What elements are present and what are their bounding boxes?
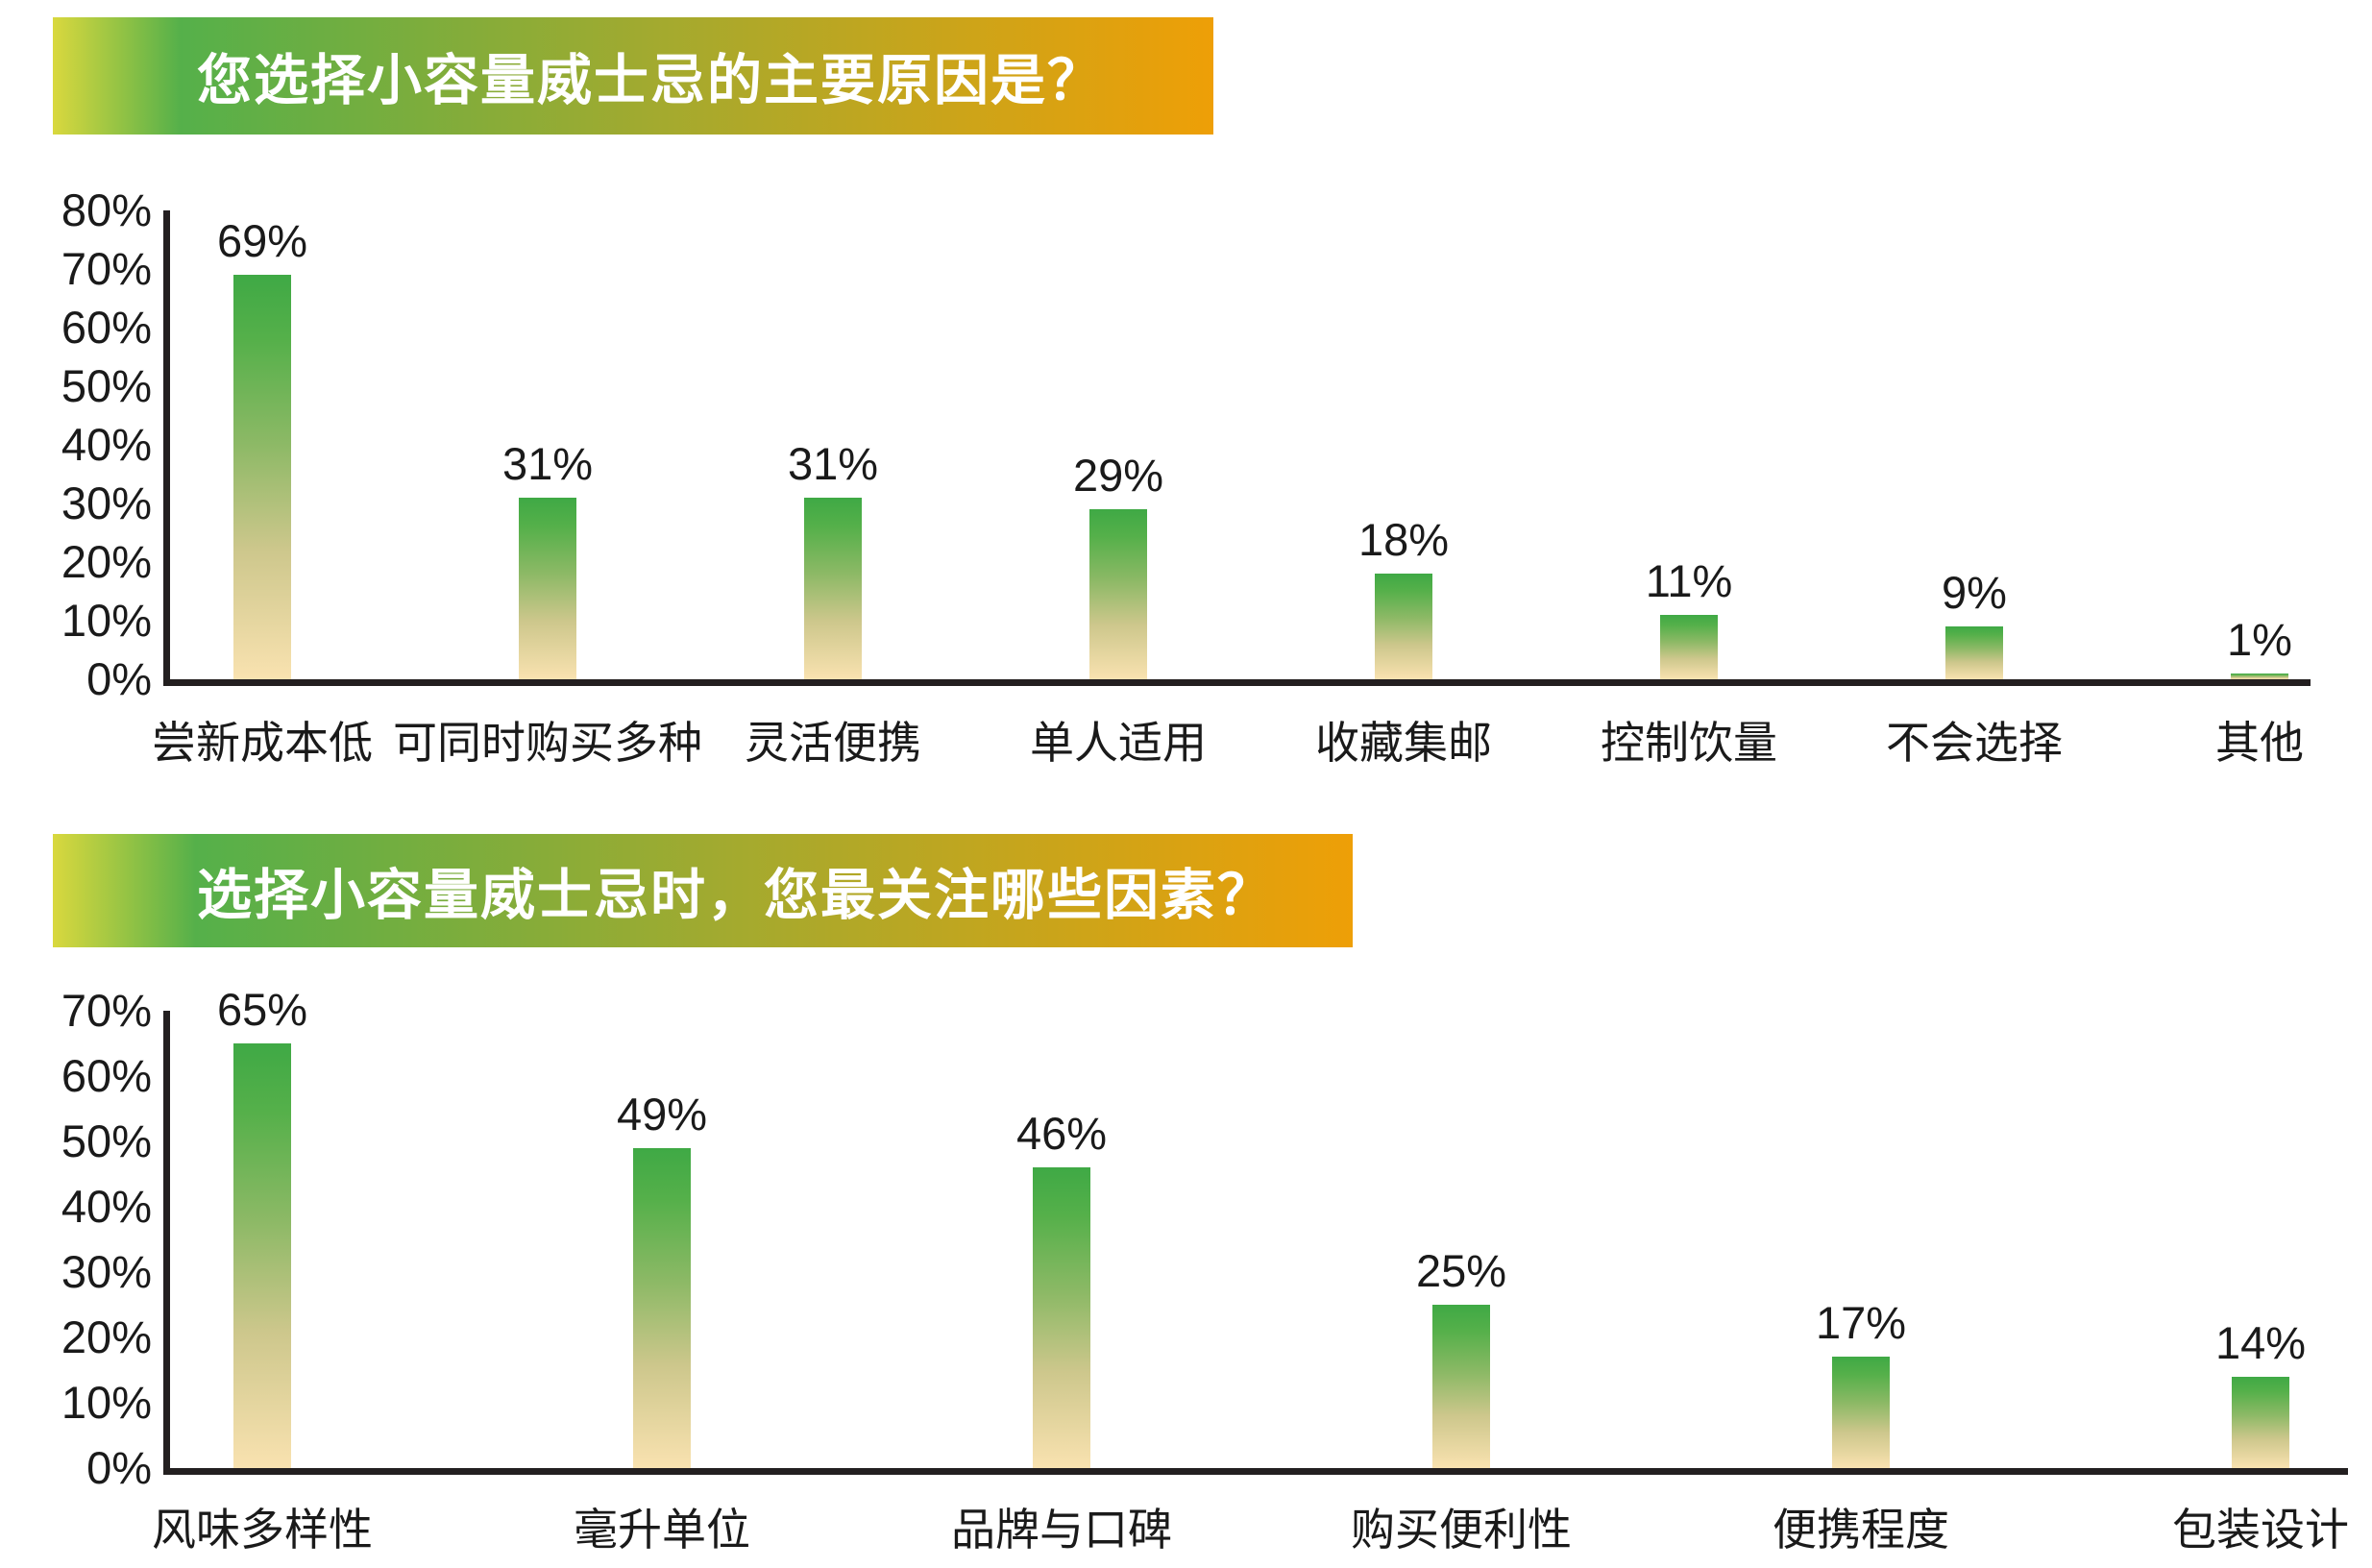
category-label: 不会选择: [1886, 718, 2063, 768]
bar: [1375, 574, 1432, 679]
bar: [2231, 674, 2288, 679]
y-tick-label: 30%: [61, 1246, 152, 1297]
bar: [2232, 1377, 2289, 1468]
bar-value-label: 65%: [216, 984, 308, 1035]
bar-value-label: 69%: [216, 215, 308, 266]
bar-value-label: 29%: [1072, 450, 1164, 501]
category-label: 其他: [2215, 718, 2304, 768]
y-tick-label: 50%: [61, 360, 152, 411]
y-tick-label: 60%: [61, 302, 152, 353]
bar-value-label: 9%: [1942, 567, 2007, 618]
y-tick-label: 70%: [61, 985, 152, 1036]
chart-2-title-banner: 选择小容量威士忌时，您最关注哪些因素？: [53, 834, 1353, 947]
bar-value-label: 49%: [616, 1089, 708, 1139]
chart-1-title: 您选择小容量威士忌的主要原因是？: [197, 50, 1104, 111]
bar-value-label: 14%: [2214, 1317, 2307, 1368]
category-label: 收藏集邮: [1315, 718, 1492, 768]
chart-1-y-axis: 80% 70% 60% 50% 40% 30% 20% 10% 0%: [0, 187, 152, 702]
chart-2-y-axis: 70% 60% 50% 40% 30% 20% 10% 0%: [0, 988, 152, 1491]
y-tick-label: 50%: [61, 1115, 152, 1166]
bar-value-label: 18%: [1357, 514, 1450, 565]
category-label: 品牌与口碑: [951, 1505, 1172, 1555]
category-label: 灵活便携: [745, 718, 921, 768]
bar-value-label: 31%: [787, 438, 879, 489]
category-label: 便携程度: [1773, 1505, 1949, 1555]
chart-1-title-banner: 您选择小容量威士忌的主要原因是？: [53, 17, 1213, 135]
y-tick-label: 40%: [61, 419, 152, 470]
bar: [633, 1148, 691, 1468]
bar: [1945, 626, 2003, 679]
bar: [804, 498, 862, 679]
bar: [1432, 1305, 1490, 1468]
bar: [1660, 615, 1718, 679]
category-label: 购买便利性: [1351, 1505, 1572, 1555]
y-tick-label: 60%: [61, 1050, 152, 1101]
category-label: 风味多样性: [152, 1505, 373, 1555]
bar: [1832, 1357, 1890, 1468]
y-tick-label: 80%: [61, 184, 152, 235]
bar: [1033, 1167, 1090, 1468]
bar: [1089, 509, 1147, 679]
bar-value-label: 46%: [1015, 1108, 1108, 1159]
category-label: 包装设计: [2172, 1505, 2349, 1555]
chart-1-plot-area: 69% 尝新成本低 31% 可同时购买多种 31% 灵活便携 29% 单人适用 18% 收藏集邮 1…: [152, 210, 2311, 768]
y-tick-label: 40%: [61, 1181, 152, 1232]
y-tick-label: 20%: [61, 1311, 152, 1362]
category-label: 单人适用: [1030, 718, 1207, 768]
y-tick-label: 70%: [61, 243, 152, 294]
bar: [233, 1043, 291, 1468]
bar-value-label: 1%: [2227, 614, 2292, 665]
y-tick-label: 20%: [61, 536, 152, 587]
category-label: 尝新成本低: [152, 718, 373, 768]
bar: [519, 498, 576, 679]
category-label: 控制饮量: [1601, 718, 1777, 768]
category-label: 毫升单位: [574, 1505, 750, 1555]
category-label: 可同时购买多种: [393, 718, 702, 768]
y-tick-label: 0%: [86, 653, 152, 704]
chart-2-plot-area: 65% 风味多样性 49% 毫升单位 46% 品牌与口碑 25% 购买便利性 17% 便携程度 14…: [152, 984, 2349, 1555]
y-tick-label: 10%: [61, 1377, 152, 1428]
chart-2-title: 选择小容量威士忌时，您最关注哪些因素？: [197, 865, 1274, 926]
y-tick-label: 0%: [86, 1442, 152, 1493]
y-tick-label: 10%: [61, 595, 152, 646]
bar: [233, 275, 291, 679]
bar-value-label: 11%: [1645, 555, 1733, 606]
bar-value-label: 25%: [1415, 1245, 1507, 1296]
bar-value-label: 31%: [501, 438, 594, 489]
bar-value-label: 17%: [1815, 1297, 1907, 1348]
y-tick-label: 30%: [61, 478, 152, 528]
